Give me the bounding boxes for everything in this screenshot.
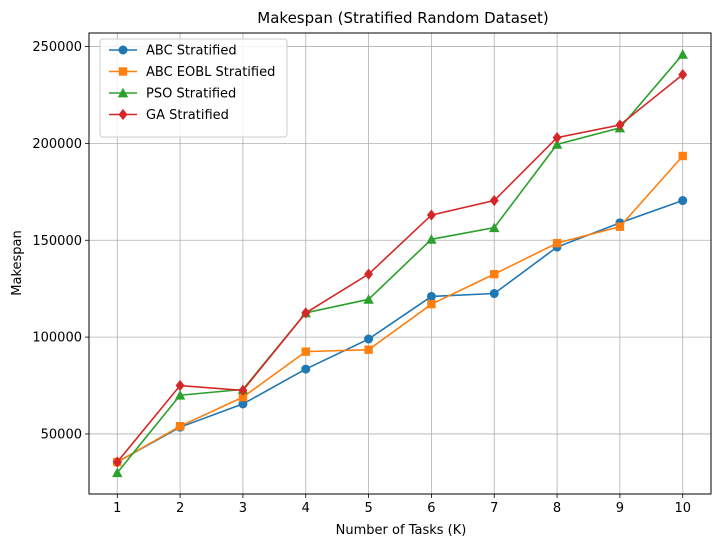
data-point [552, 238, 562, 248]
data-point [364, 345, 373, 354]
series-1 [113, 151, 687, 467]
legend-item: ABC Stratified [109, 44, 237, 59]
plot-frame [88, 32, 712, 495]
x-tick-label: 2 [176, 501, 184, 516]
data-point [678, 196, 688, 206]
data-point [551, 139, 563, 149]
legend-marker [118, 67, 128, 76]
y-axis-ticks: 50000 100000 150000 200000 250000 [32, 40, 89, 442]
data-point [238, 392, 248, 402]
x-tick-label: 3 [239, 501, 247, 516]
data-point [175, 379, 185, 392]
series-layer [112, 49, 688, 478]
data-point [175, 422, 185, 431]
y-tick-label: 150000 [32, 234, 82, 249]
data-point [364, 334, 374, 344]
data-point [615, 119, 625, 131]
data-point [615, 222, 625, 231]
y-tick-label: 50000 [41, 427, 82, 442]
data-point [489, 222, 500, 233]
legend-label: GA Stratified [146, 108, 229, 123]
x-tick-label: 9 [616, 501, 624, 516]
series-line [116, 155, 684, 463]
data-point [489, 194, 499, 207]
legend: ABC Stratified ABC EOBL Stratified PSO Str… [99, 38, 288, 138]
y-tick-label: 100000 [32, 331, 82, 346]
data-point [301, 347, 310, 356]
data-point [301, 364, 311, 374]
data-point [112, 467, 123, 478]
legend-marker [117, 87, 129, 98]
data-point [552, 131, 562, 144]
data-point [427, 299, 436, 309]
x-tick-label: 8 [553, 501, 561, 516]
data-point [364, 268, 374, 280]
series-line [116, 199, 683, 463]
legend-item: ABC EOBL Stratified [109, 65, 275, 80]
series-line [116, 74, 684, 463]
data-point [426, 291, 436, 301]
legend-marker [118, 45, 128, 55]
x-tick-label: 1 [113, 501, 121, 516]
data-point [490, 269, 499, 279]
x-axis-label: Number of Tasks (K) [336, 523, 467, 538]
chart-title: Makespan (Stratified Random Dataset) [257, 9, 548, 27]
y-tick-label: 200000 [32, 137, 82, 152]
legend-item: GA Stratified [109, 108, 229, 123]
data-point [174, 390, 186, 400]
legend-box [99, 38, 288, 138]
data-point [238, 399, 248, 409]
data-point [112, 456, 122, 468]
data-point [677, 49, 688, 59]
data-point [426, 234, 437, 244]
data-point [678, 69, 688, 81]
legend-marker [118, 108, 128, 121]
y-axis-label: Makespan [10, 230, 25, 295]
x-tick-label: 10 [674, 501, 691, 516]
data-point [238, 384, 248, 396]
data-point [363, 294, 374, 304]
legend-label: ABC EOBL Stratified [146, 65, 275, 80]
series-0 [112, 196, 688, 467]
x-tick-label: 6 [427, 501, 435, 516]
x-tick-label: 7 [490, 501, 498, 516]
y-tick-label: 250000 [32, 40, 82, 55]
grid-lines [89, 33, 711, 494]
x-tick-label: 5 [364, 501, 372, 516]
data-point [426, 209, 436, 221]
legend-label: PSO Stratified [146, 87, 236, 102]
series-line [116, 53, 684, 474]
data-point [489, 289, 499, 299]
x-tick-label: 4 [302, 501, 310, 516]
legend-item: PSO Stratified [109, 87, 236, 102]
legend-label: ABC Stratified [146, 44, 237, 59]
x-axis-ticks: 1 2 3 4 5 6 7 8 9 10 [113, 494, 691, 516]
data-point [301, 307, 311, 319]
series-3 [112, 69, 688, 468]
data-point [678, 151, 687, 161]
